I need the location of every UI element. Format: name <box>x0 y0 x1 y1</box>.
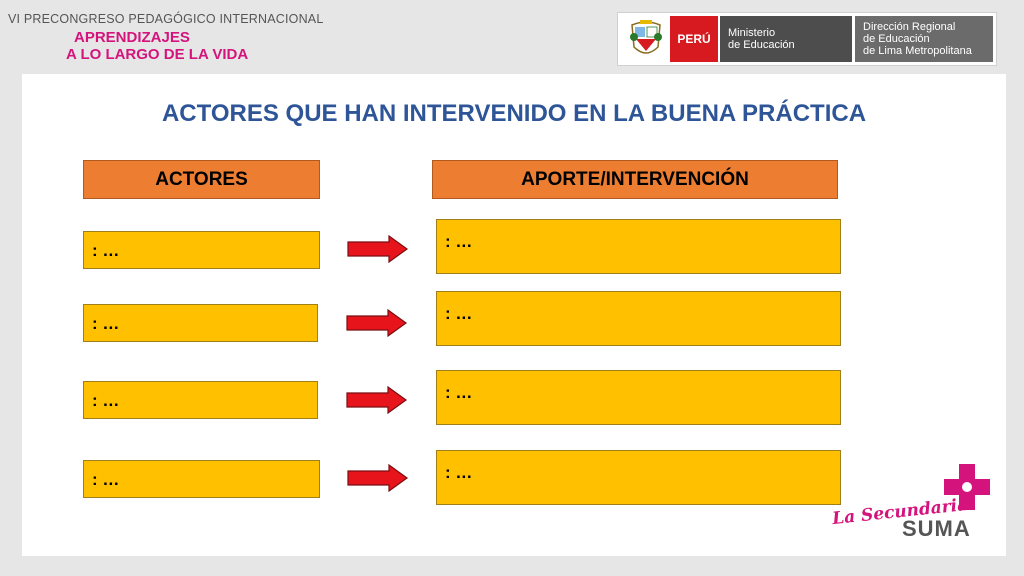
arrow-right-icon <box>347 235 409 263</box>
arrow-right-icon <box>346 309 408 337</box>
slide-panel: ACTORES QUE HAN INTERVENIDO EN LA BUENA … <box>22 74 1006 556</box>
direction-line2: de Educación <box>863 33 930 45</box>
actor-box-3: : … <box>83 381 318 419</box>
actor-box-1: : … <box>83 231 320 269</box>
event-subtitle-line1: APRENDIZAJES <box>74 29 190 46</box>
government-banner: PERÚ Ministerio de Educación Dirección R… <box>617 12 997 66</box>
contribution-box-4: : … <box>436 450 841 505</box>
event-header: VI PRECONGRESO PEDAGÓGICO INTERNACIONAL … <box>8 12 324 63</box>
actors-column-header: ACTORES <box>83 160 320 199</box>
suma-cross-icon <box>944 464 990 510</box>
peru-label: PERÚ <box>670 16 718 62</box>
contribution-column-header: APORTE/INTERVENCIÓN <box>432 160 838 199</box>
ministry-line1: Ministerio <box>728 27 776 39</box>
contribution-box-2: : … <box>436 291 841 346</box>
regional-direction-label: Dirección Regional de Educación de Lima … <box>855 16 993 62</box>
contribution-box-1: : … <box>436 219 841 274</box>
ministry-line2: de Educación <box>728 39 795 51</box>
slide-title: ACTORES QUE HAN INTERVENIDO EN LA BUENA … <box>161 100 867 127</box>
brand-word: SUMA <box>902 516 971 541</box>
event-subtitle-line2: A LO LARGO DE LA VIDA <box>66 46 249 63</box>
direction-line1: Dirección Regional <box>863 21 956 33</box>
peru-coat-of-arms-icon <box>622 15 670 63</box>
arrow-right-icon <box>346 386 408 414</box>
ministry-label: Ministerio de Educación <box>720 16 852 62</box>
contribution-box-3: : … <box>436 370 841 425</box>
direction-line3: de Lima Metropolitana <box>863 45 972 57</box>
actor-box-4: : … <box>83 460 320 498</box>
arrow-right-icon <box>347 464 409 492</box>
event-title-line: VI PRECONGRESO PEDAGÓGICO INTERNACIONAL <box>8 12 324 26</box>
la-secundaria-suma-logo: La Secundaria SUMA <box>831 462 992 542</box>
actor-box-2: : … <box>83 304 318 342</box>
